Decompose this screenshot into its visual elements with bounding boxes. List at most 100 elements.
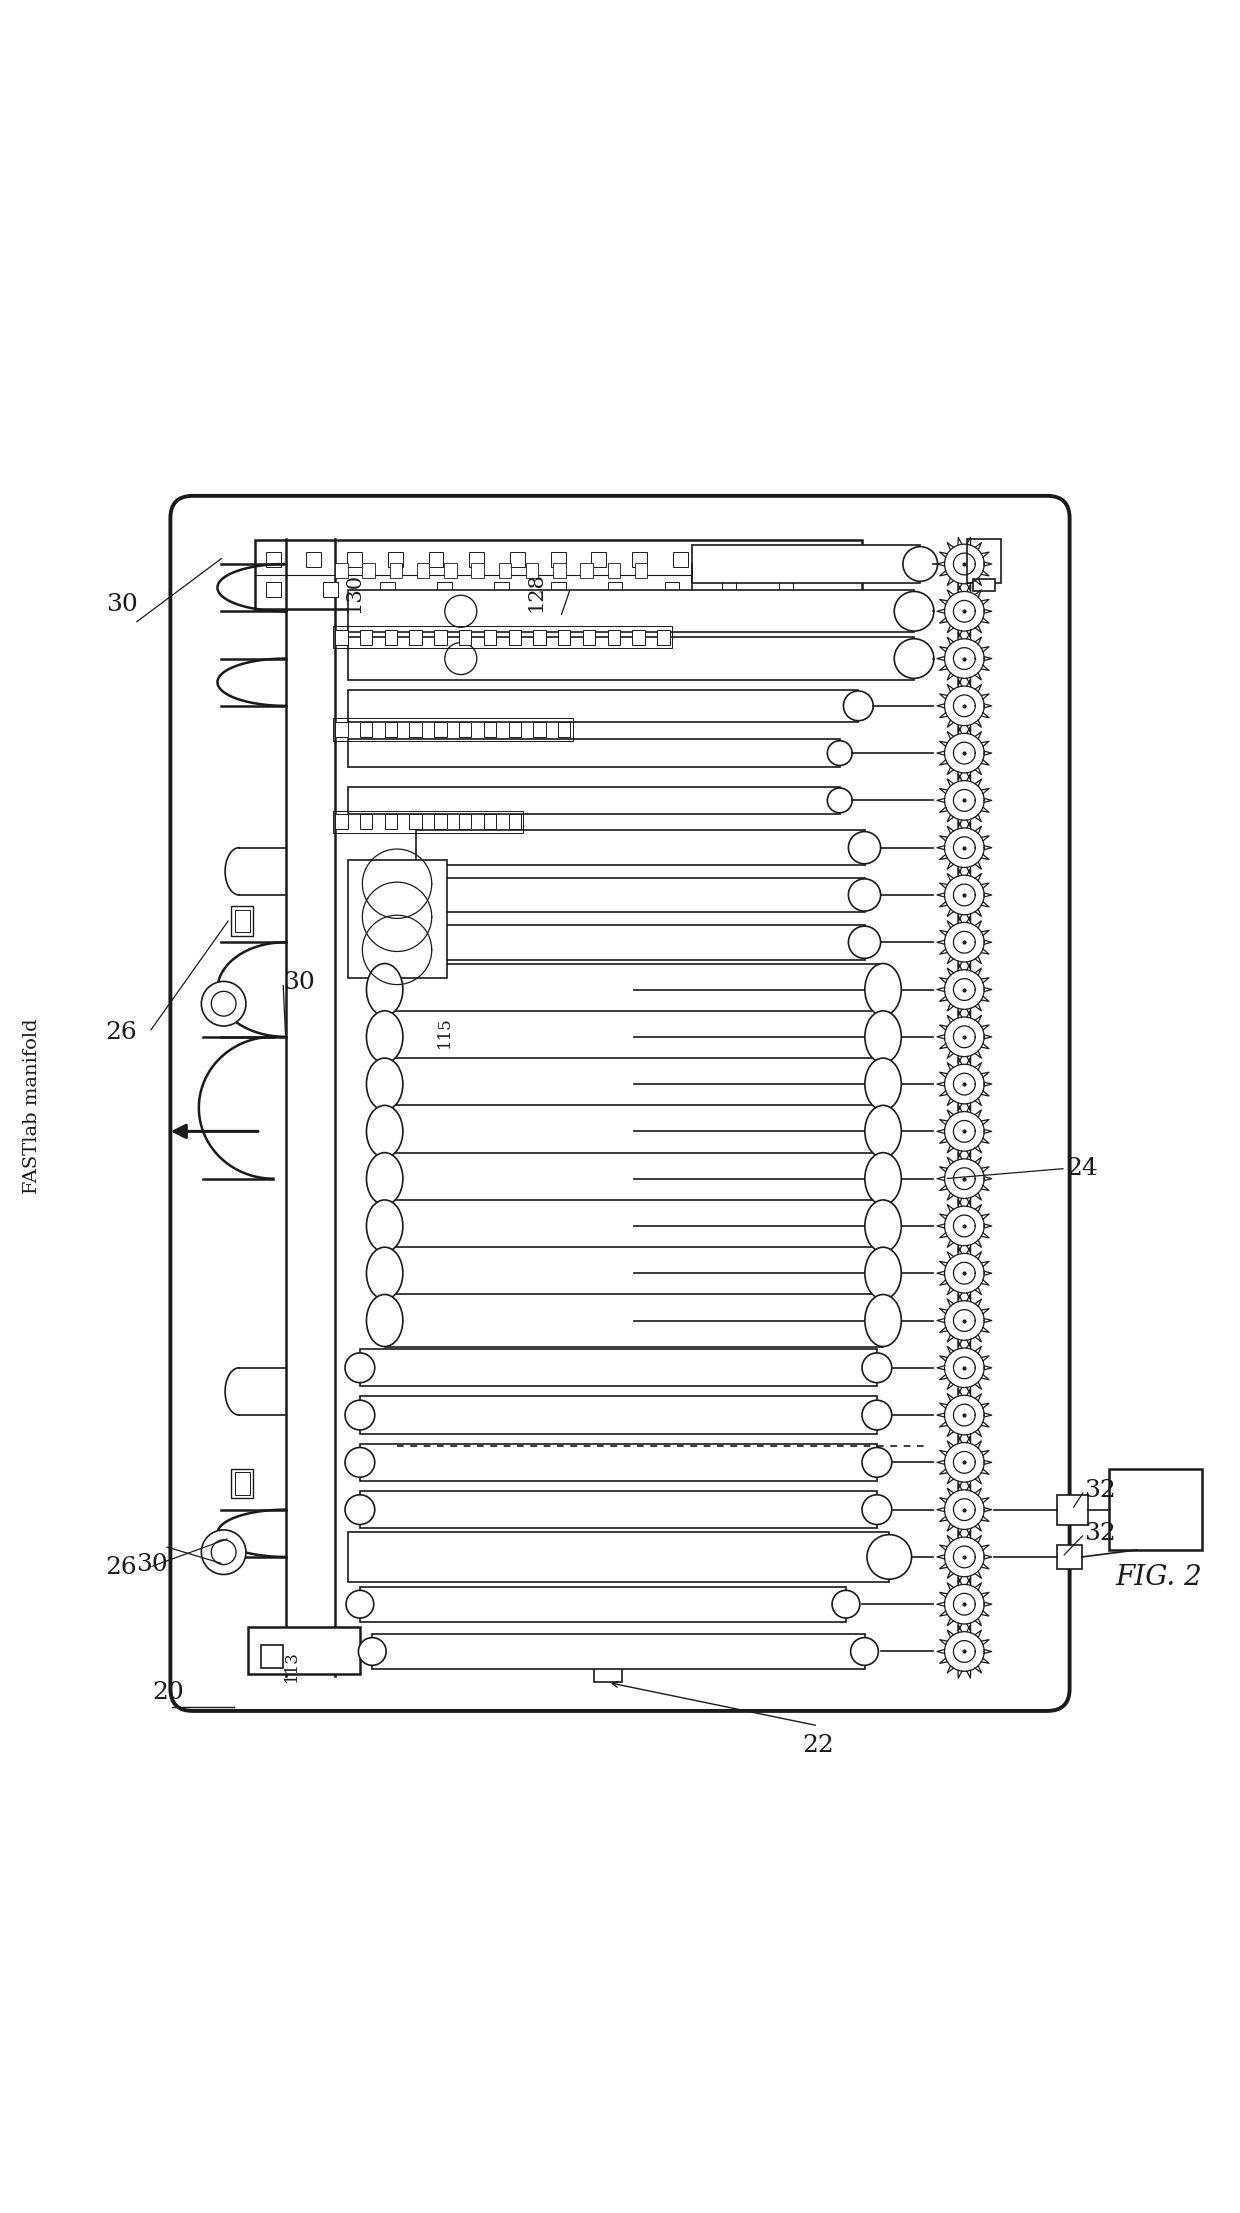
Ellipse shape <box>367 1248 403 1299</box>
Bar <box>494 582 508 598</box>
Bar <box>508 631 521 644</box>
Ellipse shape <box>864 963 901 1016</box>
Bar <box>436 582 451 598</box>
Bar <box>484 721 496 737</box>
Bar <box>415 830 864 865</box>
Bar <box>360 721 372 737</box>
Circle shape <box>848 879 880 912</box>
Bar <box>1058 1494 1089 1525</box>
Text: FIG. 2: FIG. 2 <box>1116 1565 1202 1591</box>
Bar <box>231 905 253 936</box>
Text: FASTlab manifold: FASTlab manifold <box>22 1018 41 1195</box>
Bar <box>510 551 525 567</box>
Bar <box>384 721 397 737</box>
Circle shape <box>345 1352 374 1383</box>
Bar <box>335 562 347 578</box>
Bar <box>322 582 337 598</box>
Bar <box>632 631 645 644</box>
Bar <box>429 551 444 567</box>
Bar <box>444 562 456 578</box>
Text: 22: 22 <box>802 1735 835 1757</box>
Bar <box>551 582 565 598</box>
Bar <box>234 1472 249 1494</box>
Bar <box>332 626 672 648</box>
Bar <box>526 562 538 578</box>
Ellipse shape <box>367 1058 403 1111</box>
Bar <box>553 562 565 578</box>
Text: 26: 26 <box>105 1020 136 1045</box>
Bar <box>372 1633 864 1669</box>
FancyBboxPatch shape <box>170 496 1070 1711</box>
Bar <box>384 1104 883 1157</box>
Circle shape <box>894 591 934 631</box>
Text: 128: 128 <box>526 573 546 613</box>
Bar <box>384 1199 883 1253</box>
Bar <box>692 544 920 582</box>
Bar <box>434 721 446 737</box>
Bar <box>248 1627 360 1673</box>
Bar <box>779 582 794 598</box>
Text: 30: 30 <box>136 1554 167 1576</box>
Bar <box>335 721 347 737</box>
Circle shape <box>867 1534 911 1580</box>
Bar <box>608 562 620 578</box>
Bar <box>347 861 446 978</box>
Bar <box>635 562 647 578</box>
Bar <box>508 721 521 737</box>
Bar <box>360 631 372 644</box>
Bar <box>360 1396 877 1434</box>
Ellipse shape <box>864 1011 901 1062</box>
Bar <box>533 721 546 737</box>
Circle shape <box>848 927 880 958</box>
Bar <box>415 879 864 912</box>
Text: 32: 32 <box>1085 1478 1116 1503</box>
Text: 30: 30 <box>283 972 315 994</box>
Ellipse shape <box>367 1295 403 1346</box>
Bar <box>347 1531 889 1582</box>
Bar <box>360 1492 877 1529</box>
Bar <box>580 562 593 578</box>
Circle shape <box>903 547 937 582</box>
Text: 30: 30 <box>107 593 138 617</box>
Ellipse shape <box>864 1153 901 1204</box>
Ellipse shape <box>367 1199 403 1253</box>
Bar <box>384 1011 883 1062</box>
Bar <box>379 582 394 598</box>
Bar <box>973 580 996 591</box>
Bar <box>754 551 769 567</box>
Text: 113: 113 <box>283 1651 300 1682</box>
Bar <box>594 1655 621 1682</box>
Bar <box>265 551 280 567</box>
Bar <box>335 814 347 830</box>
Bar <box>306 551 321 567</box>
Bar <box>434 631 446 644</box>
Bar <box>484 814 496 830</box>
Bar <box>608 582 622 598</box>
Bar <box>347 591 914 633</box>
Bar <box>384 631 397 644</box>
Text: 20: 20 <box>153 1680 184 1704</box>
Bar <box>335 631 347 644</box>
Ellipse shape <box>367 963 403 1016</box>
Ellipse shape <box>367 1153 403 1204</box>
Bar <box>533 631 546 644</box>
Bar <box>360 1587 846 1622</box>
Bar <box>551 551 565 567</box>
Bar <box>591 551 606 567</box>
Bar <box>384 1153 883 1204</box>
Bar <box>415 925 864 960</box>
Bar <box>347 690 858 721</box>
Circle shape <box>345 1447 374 1478</box>
Text: 130: 130 <box>345 573 363 613</box>
Circle shape <box>201 1529 246 1573</box>
Bar <box>360 1350 877 1385</box>
Circle shape <box>862 1494 892 1525</box>
Bar <box>347 551 362 567</box>
Bar <box>713 551 728 567</box>
Bar <box>384 1295 883 1346</box>
Bar <box>360 814 372 830</box>
Ellipse shape <box>864 1199 901 1253</box>
Ellipse shape <box>864 1104 901 1157</box>
Circle shape <box>843 690 873 721</box>
Bar <box>388 551 403 567</box>
